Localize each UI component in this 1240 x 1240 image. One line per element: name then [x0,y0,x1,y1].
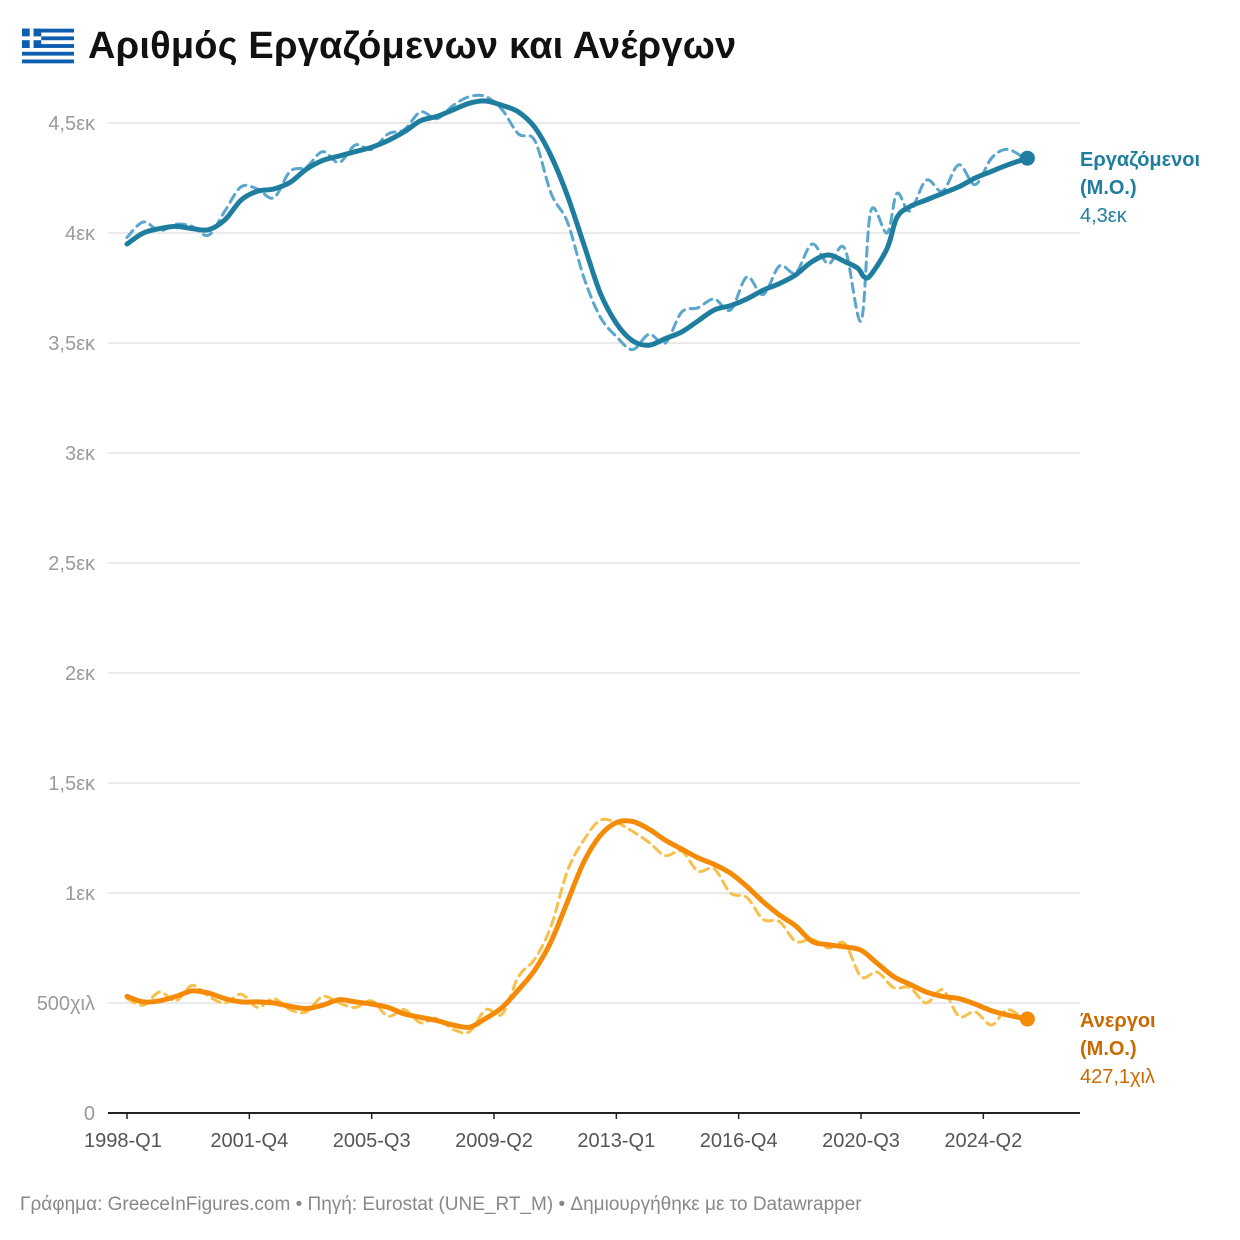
y-tick-label: 2εκ [65,663,96,685]
employed-series-name: Εργαζόμενοι [1080,149,1200,171]
employed-end-dot [1019,150,1035,166]
greece-flag-icon [22,28,74,64]
unemployed-end-dot [1019,1011,1035,1027]
unemployed-series-name-suffix: (Μ.Ο.) [1080,1038,1137,1060]
x-tick-label: 1998-Q1 [84,1130,162,1152]
x-tick-label: 2001-Q4 [210,1130,288,1152]
y-tick-label: 4εκ [65,223,96,245]
y-tick-label: 2,5εκ [48,553,96,575]
employed-avg-line [124,98,1030,348]
y-tick-label: 500χιλ [37,993,95,1015]
employed-last-value: 4,3εκ [1080,205,1128,227]
y-tick-label: 3,5εκ [48,333,96,355]
employed-series-name-suffix: (Μ.Ο.) [1080,177,1137,199]
unemployed-last-value: 427,1χιλ [1080,1066,1155,1088]
series-labels: Εργαζόμενοι (Μ.Ο.) 4,3εκ Άνεργοι (Μ.Ο.) 427,1… [1019,149,1200,1088]
chart-title: Αριθμός Εργαζόμενων και Ανέργων [88,24,737,67]
source-footer: Γράφημα: GreeceInFigures.com • Πηγή: Eur… [20,1194,862,1215]
x-tick-label: 2013-Q1 [577,1130,655,1152]
title-row: Αριθμός Εργαζόμενων και Ανέργων [22,18,736,74]
y-axis-ticks: 0 500χιλ 1εκ 1,5εκ 2εκ 2,5εκ 3εκ 3,5εκ 4εκ 4,5εκ [37,113,96,1125]
y-tick-label: 3εκ [65,443,96,465]
unemployed-monthly-line [125,817,1029,1035]
unemployed-avg-line [124,818,1030,1030]
x-tick-label: 2020-Q3 [822,1130,900,1152]
series-lines [124,93,1030,1035]
unemployed-series-name: Άνεργοι [1080,1010,1156,1032]
y-tick-label: 0 [84,1103,95,1125]
y-gridlines [108,122,1080,1004]
y-tick-label: 1εκ [65,883,96,905]
x-tick-label: 2024-Q2 [944,1130,1022,1152]
y-tick-label: 1,5εκ [48,773,96,795]
x-axis: 1998-Q1 2001-Q4 2005-Q3 2009-Q2 2013-Q1 2016-… [84,1112,1080,1152]
x-tick-label: 2005-Q3 [333,1130,411,1152]
x-tick-label: 2016-Q4 [700,1130,778,1152]
x-tick-label: 2009-Q2 [455,1130,533,1152]
y-tick-label: 4,5εκ [48,113,96,135]
